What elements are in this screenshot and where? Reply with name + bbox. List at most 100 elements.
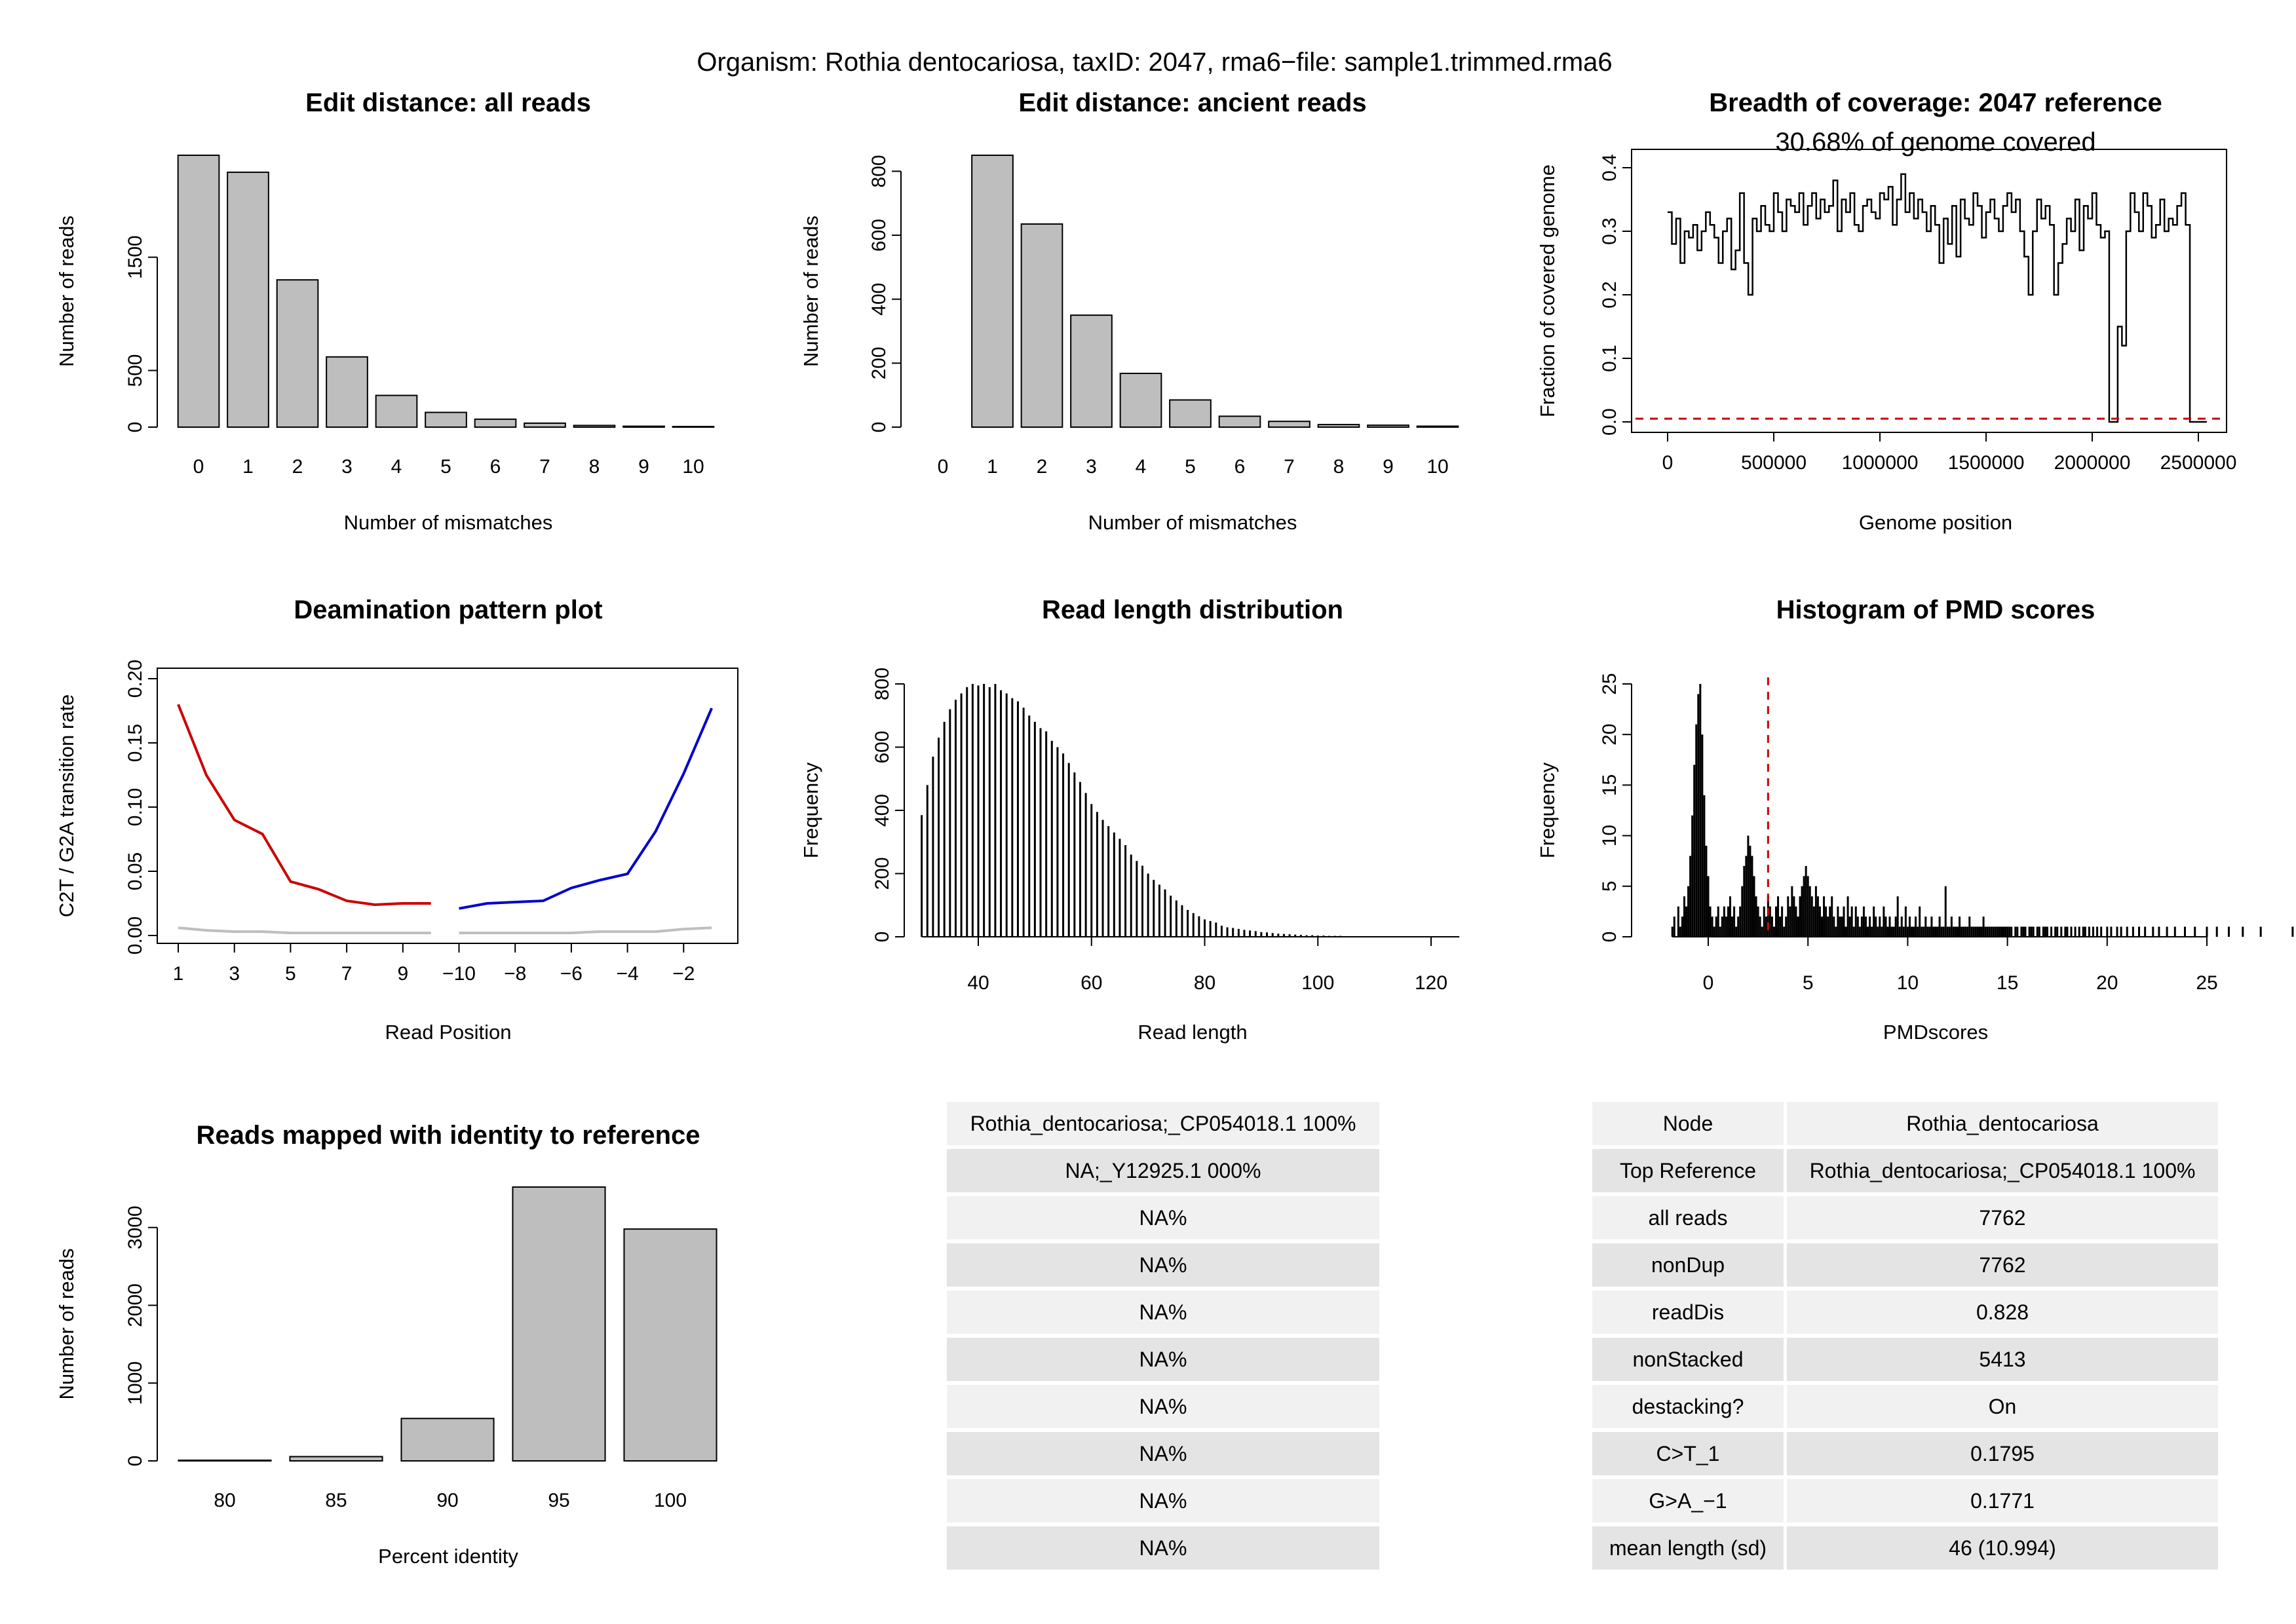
y-tick-label: 0.3 [1599, 217, 1620, 245]
y-tick-label: 400 [871, 794, 893, 827]
chart-edit-ancient: 0 200 400 600 800 0 1 2 3 4 5 6 7 8 9 10 Edit distance: … [799, 88, 1459, 534]
y-tick-label: 0 [868, 422, 890, 433]
y-tick-label: 0.20 [124, 660, 146, 698]
bar [326, 356, 368, 428]
chart-title: Edit distance: ancient reads [1018, 88, 1366, 117]
chart-title: Deamination pattern plot [294, 595, 602, 624]
table-row: nonStacked 5413 [1592, 1338, 2218, 1381]
y-tick-label: 5 [1599, 880, 1620, 892]
y-axis-label: Number of reads [55, 1249, 78, 1400]
x-tick-label: 5 [285, 963, 296, 985]
x-tick-label: 20 [2096, 972, 2118, 994]
bar [971, 155, 1014, 428]
x-tick-label: 40 [967, 972, 989, 994]
x-tick-label: 4 [1136, 456, 1147, 478]
chart-read-length: 0 200 400 600 800 40 60 80 100 120 Read length dis… [799, 595, 1460, 1044]
summary-value: 7762 [1787, 1243, 2218, 1287]
y-tick-label: 0.4 [1599, 154, 1620, 181]
y-tick-label: 200 [868, 347, 890, 379]
y-tick-label: 20 [1599, 724, 1620, 746]
y-tick-label: 15 [1599, 774, 1620, 796]
summary-value: 5413 [1787, 1338, 2218, 1381]
x-tick-label: 7 [539, 456, 550, 478]
y-tick-label: 600 [868, 219, 890, 252]
bar [227, 171, 269, 428]
x-tick-label: 1 [242, 456, 254, 478]
y-tick-label: 2000 [124, 1283, 146, 1327]
x-tick-label: 10 [682, 456, 704, 478]
summary-value: 7762 [1787, 1196, 2218, 1239]
y-tick-label: 25 [1599, 673, 1620, 694]
bar [1218, 415, 1261, 428]
chart-title: Reads mapped with identity to reference [196, 1121, 700, 1150]
y-tick-label: 0.10 [124, 788, 146, 826]
table-row: Top Reference Rothia_dentocariosa;_CP0540… [1592, 1149, 2218, 1192]
x-tick-label: 8 [1333, 456, 1345, 478]
table-row: NA% [947, 1291, 1379, 1334]
bar [289, 1456, 383, 1462]
summary-key: all reads [1592, 1196, 1784, 1239]
y-tick-label: 10 [1599, 825, 1620, 846]
bar [1119, 372, 1162, 428]
chart-title: Histogram of PMD scores [1776, 595, 2095, 624]
bar [623, 1228, 718, 1462]
x-tick-label: 9 [638, 456, 649, 478]
x-tick-label: 0 [1703, 972, 1714, 994]
table-row: destacking? On [1592, 1385, 2218, 1428]
summary-value: Rothia_dentocariosa;_CP054018.1 100% [1787, 1149, 2218, 1192]
summary-key: nonDup [1592, 1243, 1784, 1287]
table-row: NA% [947, 1432, 1379, 1475]
table-row: NA% [947, 1385, 1379, 1428]
x-axis-label: Percent identity [378, 1545, 518, 1568]
bar [1169, 399, 1212, 428]
chart-title: Breadth of coverage: 2047 reference [1709, 88, 2162, 117]
x-tick-label: −10 [442, 963, 476, 985]
table-row: all reads 7762 [1592, 1196, 2218, 1239]
summary-table: Node Rothia_dentocariosa Top Reference Roth… [1589, 1098, 2221, 1574]
reference-cell: NA% [947, 1385, 1379, 1428]
series-line [459, 926, 712, 935]
table-row: readDis 0.828 [1592, 1291, 2218, 1334]
bar [672, 426, 715, 428]
y-tick-label: 0.2 [1599, 281, 1620, 309]
y-tick-label: 0 [1599, 932, 1620, 943]
x-tick-label: 25 [2196, 972, 2217, 994]
x-tick-label: 6 [490, 456, 501, 478]
table-row: G>A_−1 0.1771 [1592, 1479, 2218, 1522]
x-tick-label: 95 [548, 1490, 569, 1511]
table-row: C>T_1 0.1795 [1592, 1432, 2218, 1475]
x-tick-label: 2500000 [2160, 452, 2237, 474]
x-tick-label: 8 [589, 456, 600, 478]
bar [400, 1418, 495, 1462]
x-tick-label: 120 [1415, 972, 1447, 994]
table-row: Rothia_dentocariosa;_CP054018.1 100% [947, 1102, 1379, 1145]
x-tick-label: 5 [440, 456, 451, 478]
y-tick-label: 0.0 [1599, 408, 1620, 436]
x-axis-label: Number of mismatches [1088, 511, 1297, 534]
coverage-line [1668, 173, 2207, 423]
bar [1367, 425, 1409, 428]
table-row: Node Rothia_dentocariosa [1592, 1102, 2218, 1145]
y-tick-label: 500 [124, 354, 146, 387]
plot-frame [157, 668, 738, 944]
x-tick-label: 2000000 [2054, 452, 2131, 474]
summary-key: Node [1592, 1102, 1784, 1145]
x-tick-label: 0 [938, 456, 949, 478]
summary-value: 0.1771 [1787, 1479, 2218, 1522]
bar [1268, 421, 1311, 428]
bar [1020, 223, 1063, 428]
y-tick-label: 600 [871, 730, 893, 763]
x-tick-label: 2 [1037, 456, 1048, 478]
bar [375, 394, 418, 428]
x-tick-label: 5 [1185, 456, 1196, 478]
x-tick-label: 1000000 [1842, 452, 1919, 474]
reference-cell: Rothia_dentocariosa;_CP054018.1 100% [947, 1102, 1379, 1145]
y-tick-label: 0 [871, 932, 893, 943]
series-line [178, 926, 431, 935]
y-tick-label: 0.1 [1599, 345, 1620, 372]
x-tick-label: 9 [1383, 456, 1394, 478]
x-tick-label: 85 [325, 1490, 347, 1511]
chart-subtitle: 30.68% of genome covered [1775, 128, 2095, 157]
y-tick-label: 0 [124, 1456, 146, 1467]
y-tick-label: 0 [124, 422, 146, 433]
